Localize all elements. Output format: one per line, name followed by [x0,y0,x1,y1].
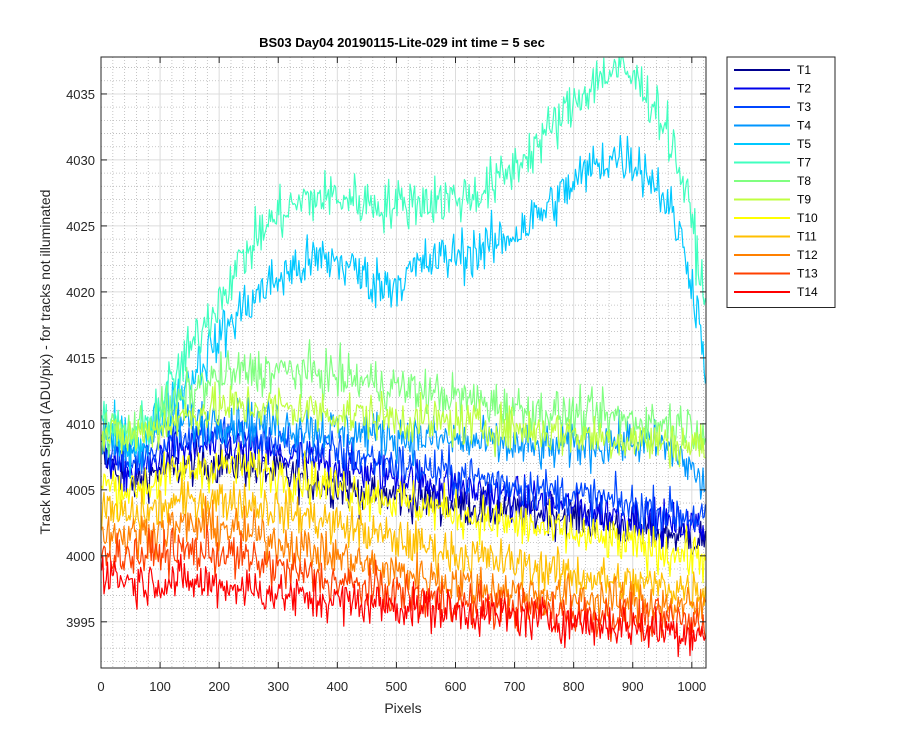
x-tick-label: 0 [97,679,104,694]
series-line-t12 [101,495,706,629]
legend-label-t4: T4 [797,119,811,133]
x-tick-label: 100 [149,679,171,694]
x-axis-label: Pixels [384,700,421,716]
series-line-t14 [101,553,706,658]
legend-label-t5: T5 [797,137,811,151]
x-tick-label: 800 [563,679,585,694]
legend-label-t13: T13 [797,267,818,281]
series-line-t11 [101,477,706,609]
axes-box [100,56,707,669]
series-line-t8 [101,339,706,458]
legend-label-t3: T3 [797,100,811,114]
y-tick-label: 4005 [66,483,95,498]
y-tick-label: 4025 [66,219,95,234]
legend-box [726,56,836,308]
y-tick-label: 4020 [66,285,95,300]
series-line-t9 [101,381,706,469]
y-tick-label: 4030 [66,153,95,168]
legend-label-t2: T2 [797,82,811,96]
legend: T1 T2 T3 T4 T5 T7 T8 T9 T10 T11 T12 T13 T14 [726,56,836,308]
y-tick-label: 4015 [66,351,95,366]
axis-ticks: 0 100 200 300 400 500 600 700 800 900 1000 3995 4000… [66,57,706,694]
x-tick-label: 1000 [677,679,706,694]
y-tick-label: 4000 [66,549,95,564]
series-line-t7 [101,57,706,450]
series-line-t5 [101,135,706,479]
y-tick-label: 3995 [66,615,95,630]
x-tick-label: 900 [622,679,644,694]
legend-label-t1: T1 [797,63,811,77]
legend-label-t7: T7 [797,156,811,170]
legend-label-t10: T10 [797,211,818,225]
legend-label-t14: T14 [797,285,818,299]
x-tick-label: 300 [267,679,289,694]
x-tick-label: 600 [445,679,467,694]
x-tick-label: 500 [386,679,408,694]
legend-label-t8: T8 [797,174,811,188]
legend-label-t12: T12 [797,248,818,262]
chart-title: BS03 Day04 20190115-Lite-029 int time = … [259,35,545,50]
series-line-t10 [101,442,706,584]
series-lines [101,57,706,658]
legend-label-t11: T11 [797,230,817,244]
x-tick-label: 400 [326,679,348,694]
y-axis-label: Track Mean Signal (ADU/pix) - for tracks… [37,190,53,535]
y-tick-label: 4035 [66,87,95,102]
x-tick-label: 200 [208,679,230,694]
y-tick-label: 4010 [66,417,95,432]
x-tick-label: 700 [504,679,526,694]
legend-label-t9: T9 [797,193,811,207]
